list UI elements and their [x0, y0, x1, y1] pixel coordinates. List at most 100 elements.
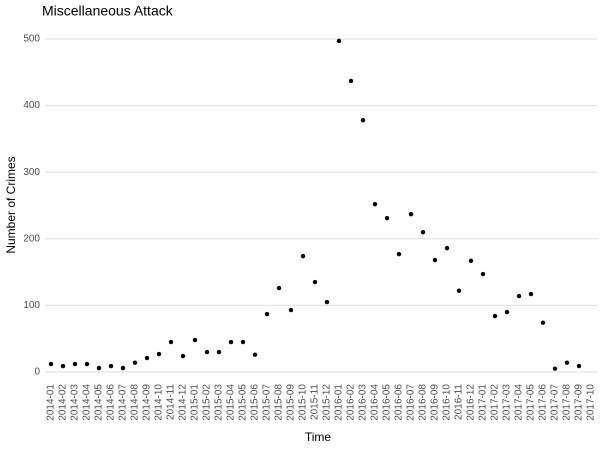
point [300, 253, 306, 259]
x-tick-label: 2014-11 [166, 384, 177, 420]
x-tick-label: 2014-09 [142, 384, 153, 421]
y-tick-label: 100 [23, 300, 40, 311]
point [288, 307, 294, 313]
x-tick-label: 2017-02 [490, 384, 501, 421]
point [336, 38, 342, 44]
x-tick-label: 2016-02 [346, 384, 357, 421]
point [504, 309, 510, 315]
point [444, 245, 450, 251]
x-tick-label: 2016-07 [406, 384, 417, 421]
x-tick-label: 2017-01 [478, 384, 489, 421]
x-tick-label: 2015-04 [226, 384, 237, 421]
x-tick-label: 2017-04 [514, 384, 525, 421]
point [360, 118, 366, 123]
x-tick-label: 2017-03 [502, 384, 513, 421]
x-tick-label: 2014-10 [154, 384, 165, 421]
y-tick-label: 200 [23, 233, 40, 244]
x-tick-label: 2015-10 [298, 384, 309, 421]
x-tick-label: 2015-09 [286, 384, 297, 421]
x-tick-label: 2015-05 [238, 384, 249, 421]
point [72, 361, 78, 367]
point [540, 320, 546, 325]
point [252, 352, 258, 357]
point [456, 288, 462, 293]
x-tick-label: 2014-08 [130, 384, 141, 421]
y-tick-label: 500 [23, 34, 40, 45]
x-tick-label: 2016-05 [382, 384, 393, 421]
x-tick-label: 2017-09 [574, 384, 585, 421]
point [108, 363, 114, 369]
x-tick-label: 2016-03 [358, 384, 369, 421]
point [96, 365, 102, 371]
point [276, 285, 282, 291]
x-tick-label: 2015-08 [274, 384, 285, 421]
point [120, 365, 126, 371]
point [240, 339, 246, 345]
point [348, 78, 354, 84]
x-tick-label: 2014-12 [178, 384, 189, 421]
x-tick-label: 2014-05 [94, 384, 105, 421]
y-tick-label: 300 [23, 167, 40, 178]
point [84, 361, 90, 367]
x-tick-label: 2016-11 [454, 384, 465, 420]
point [48, 361, 54, 367]
x-tick-label: 2015-12 [322, 384, 333, 421]
point [432, 257, 438, 263]
x-axis-title: Time [305, 430, 332, 444]
x-tick-label: 2017-08 [562, 384, 573, 421]
point [528, 291, 534, 297]
x-tick-label: 2014-03 [70, 384, 81, 421]
point [180, 353, 186, 359]
x-tick-label: 2017-06 [538, 384, 549, 421]
point [516, 293, 522, 299]
x-tick-label: 2015-06 [250, 384, 261, 421]
point [168, 339, 174, 345]
x-tick-label: 2015-07 [262, 384, 273, 421]
x-tick-label: 2016-01 [334, 384, 345, 421]
point [264, 311, 270, 317]
point [156, 351, 162, 357]
point [408, 211, 414, 217]
x-tick-label: 2014-01 [46, 384, 57, 421]
x-tick-label: 2017-10 [586, 384, 597, 421]
x-tick-label: 2017-07 [550, 384, 561, 421]
point [564, 360, 570, 365]
point [60, 363, 66, 369]
point [420, 229, 426, 235]
point [216, 349, 222, 355]
point [480, 271, 486, 277]
x-tick-label: 2014-02 [58, 384, 69, 421]
y-tick-label: 400 [23, 100, 40, 111]
x-tick-label: 2016-06 [394, 384, 405, 421]
point [396, 251, 402, 257]
point [576, 363, 582, 369]
point [228, 339, 234, 345]
point [324, 299, 330, 305]
x-tick-label: 2015-02 [202, 384, 213, 421]
chart-title: Miscellaneous Attack [42, 3, 174, 19]
point [192, 337, 198, 343]
x-tick-label: 2014-06 [106, 384, 117, 421]
x-tick-label: 2014-04 [82, 384, 93, 421]
y-tick-label: 0 [34, 367, 40, 378]
point [372, 201, 378, 207]
x-tick-label: 2014-07 [118, 384, 129, 421]
x-tick-label: 2016-04 [370, 384, 381, 421]
x-tick-label: 2015-01 [190, 384, 201, 421]
x-tick-label: 2017-05 [526, 384, 537, 421]
point [204, 349, 210, 355]
point [552, 366, 558, 371]
point [312, 279, 318, 285]
x-tick-label: 2016-10 [442, 384, 453, 421]
point [132, 360, 138, 365]
x-tick-label: 2016-09 [430, 384, 441, 421]
point [144, 355, 150, 361]
point [468, 258, 474, 263]
x-tick-label: 2016-12 [466, 384, 477, 421]
x-tick-label: 2015-11 [310, 384, 321, 420]
point [492, 313, 498, 319]
y-axis-title: Number of Crimes [4, 156, 18, 253]
point [384, 215, 390, 221]
x-tick-label: 2016-08 [418, 384, 429, 421]
